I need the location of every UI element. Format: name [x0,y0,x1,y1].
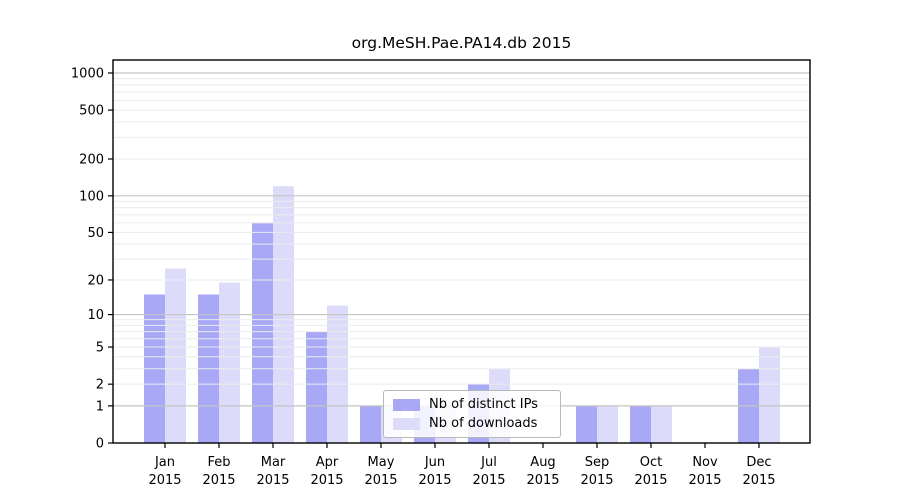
legend-swatch-distinct-ips [393,398,420,411]
x-tick-label-year: 2015 [148,473,181,488]
y-tick-label: 50 [87,226,104,241]
legend-item-distinct-ips: Nb of distinct IPs [393,397,551,412]
y-tick-label: 1 [96,399,104,414]
legend-label-distinct-ips: Nb of distinct IPs [429,397,538,412]
x-tick-label-month: Mar [261,455,286,470]
x-tick-label-month: Jul [480,455,497,470]
x-tick-label-year: 2015 [364,473,397,488]
x-tick-label-month: May [368,455,395,470]
y-tick-label: 500 [79,104,104,119]
y-tick-label: 0 [96,437,104,452]
legend: Nb of distinct IPs Nb of downloads [383,390,561,438]
y-tick-label: 200 [79,153,104,168]
x-tick-label-month: Aug [530,455,555,470]
x-tick-label-year: 2015 [310,473,343,488]
x-tick-label-year: 2015 [256,473,289,488]
x-tick-label-month: Nov [692,455,718,470]
legend-label-downloads: Nb of downloads [429,416,538,431]
x-tick-label-year: 2015 [418,473,451,488]
y-tick-label: 5 [96,341,104,356]
y-tick-label: 20 [87,273,104,288]
x-tick-label-year: 2015 [580,473,613,488]
x-tick-label-year: 2015 [688,473,721,488]
y-tick-label: 100 [79,189,104,204]
bar-downloads-feb [219,282,240,443]
x-tick-label-year: 2015 [526,473,559,488]
chart-title: org.MeSH.Pae.PA14.db 2015 [351,34,572,52]
bar-ips-oct [630,405,651,443]
y-tick-label: 2 [96,378,104,393]
bar-ips-mar [252,222,273,443]
x-tick-label-year: 2015 [472,473,505,488]
x-tick-label-year: 2015 [634,473,667,488]
bar-downloads-sep [597,405,618,443]
x-tick-label-month: Jun [424,455,445,470]
bar-ips-apr [306,331,327,443]
x-tick-label-month: Dec [746,455,771,470]
y-tick-label: 10 [87,308,104,323]
bar-downloads-dec [759,347,780,443]
bar-downloads-apr [327,305,348,443]
bar-downloads-jan [165,268,186,443]
legend-swatch-downloads [393,417,420,430]
bar-downloads-oct [651,405,672,443]
bar-ips-sep [576,405,597,443]
x-tick-label-year: 2015 [742,473,775,488]
x-tick-label-month: Feb [207,455,230,470]
x-tick-label-month: Oct [640,455,662,470]
x-tick-label-month: Apr [316,455,339,470]
x-tick-label-month: Jan [154,455,175,470]
x-tick-label-month: Sep [585,455,610,470]
x-tick-label-year: 2015 [202,473,235,488]
axes-frame [112,59,811,444]
bar-ips-may [360,405,381,443]
y-tick-label: 1000 [71,67,104,82]
legend-item-downloads: Nb of downloads [393,416,551,431]
